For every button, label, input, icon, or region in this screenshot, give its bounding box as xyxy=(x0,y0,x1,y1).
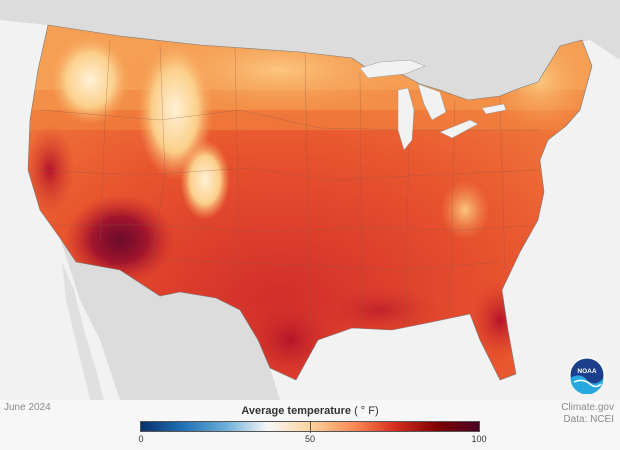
canada-landmass xyxy=(0,0,620,100)
noaa-logo: NOAA xyxy=(569,357,605,394)
legend-tick-100: 100 xyxy=(471,434,487,444)
lake-superior xyxy=(359,59,426,79)
baja-peninsula xyxy=(62,262,104,400)
mexico-landmass xyxy=(60,238,280,400)
lake-huron xyxy=(417,83,447,121)
legend-title-text: Average temperature xyxy=(241,405,351,417)
temperature-map xyxy=(0,0,620,400)
noaa-logo-text: NOAA xyxy=(577,368,596,375)
map-footer: June 2024 Average temperature ( ° F) 0 5… xyxy=(0,400,620,450)
lake-michigan xyxy=(397,87,415,151)
legend-tick-mark-50 xyxy=(310,421,311,433)
credit-data: Data: NCEI xyxy=(563,414,614,425)
legend-tick-50: 50 xyxy=(304,434,316,444)
legend-unit: ( ° F) xyxy=(354,405,379,417)
legend-title: Average temperature ( ° F) xyxy=(140,405,480,417)
lake-ontario xyxy=(481,103,507,115)
credit-source: Climate.gov xyxy=(561,402,614,413)
great-lakes xyxy=(359,59,507,151)
credit-block: Climate.gov Data: NCEI xyxy=(561,402,614,426)
map-area xyxy=(0,0,620,400)
date-label: June 2024 xyxy=(4,402,51,413)
legend-tick-0: 0 xyxy=(138,434,144,444)
us-outline xyxy=(27,24,593,381)
lake-erie xyxy=(439,119,479,139)
